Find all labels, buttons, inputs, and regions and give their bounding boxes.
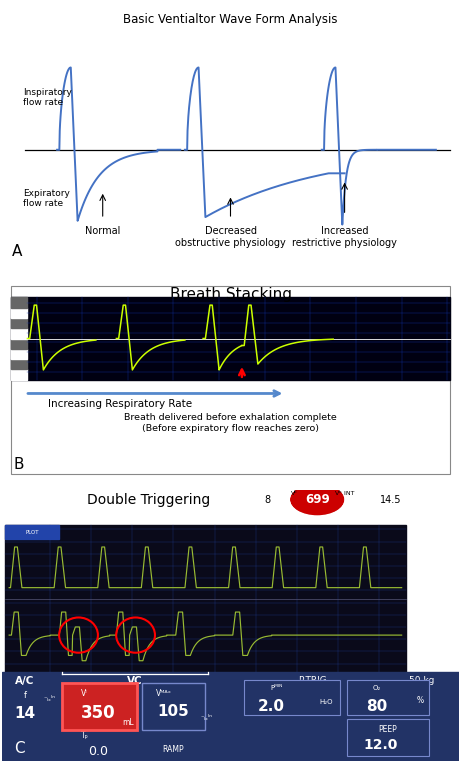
Text: Breath Stacking: Breath Stacking <box>170 288 291 302</box>
Text: 699: 699 <box>305 493 330 506</box>
Bar <box>12 359 27 369</box>
Text: 350: 350 <box>81 705 115 722</box>
Bar <box>12 285 449 474</box>
Text: Vᴹᴬˣ: Vᴹᴬˣ <box>156 689 172 698</box>
Text: Basic Ventialtor Wave Form Analysis: Basic Ventialtor Wave Form Analysis <box>123 13 338 26</box>
Text: VC: VC <box>127 675 142 685</box>
Text: B: B <box>14 457 24 472</box>
Bar <box>2 672 459 761</box>
Bar <box>347 680 429 715</box>
Text: ⁻ₗₓᴵⁿ: ⁻ₗₓᴵⁿ <box>43 696 55 702</box>
Text: 80: 80 <box>366 698 387 714</box>
Bar <box>244 680 340 715</box>
Bar <box>347 680 429 715</box>
Text: Tₚ: Tₚ <box>81 731 89 741</box>
Text: Increased
restrictive physiology: Increased restrictive physiology <box>292 226 397 248</box>
Text: RAMP: RAMP <box>163 745 184 754</box>
Text: Vᴵ: Vᴵ <box>81 689 88 698</box>
Text: 50 kg: 50 kg <box>409 675 435 685</box>
Text: PEEP: PEEP <box>378 724 397 734</box>
Bar <box>12 369 27 379</box>
Text: 14: 14 <box>15 705 35 721</box>
Text: 14.5: 14.5 <box>379 494 401 505</box>
Text: Inspiratory
flow rate: Inspiratory flow rate <box>23 88 72 107</box>
Text: Expiratory
flow rate: Expiratory flow rate <box>23 189 70 208</box>
Text: Increasing Respiratory Rate: Increasing Respiratory Rate <box>48 399 192 409</box>
Bar <box>142 682 206 730</box>
Text: Double Triggering: Double Triggering <box>87 493 210 506</box>
Bar <box>5 526 59 539</box>
Circle shape <box>291 483 344 516</box>
Text: Pᴹᴵᴺ: Pᴹᴵᴺ <box>270 685 282 692</box>
Bar <box>12 318 27 328</box>
Text: A/C: A/C <box>15 675 35 685</box>
Text: Normal: Normal <box>85 226 120 236</box>
Text: Breath delivered before exhalation complete
(Before expiratory flow reaches zero: Breath delivered before exhalation compl… <box>124 413 337 432</box>
Text: mL: mL <box>122 718 134 727</box>
Bar <box>347 719 429 756</box>
Text: %: % <box>416 696 424 705</box>
Text: Vᴵᴵ: Vᴵᴵ <box>291 491 298 496</box>
Bar <box>62 682 137 730</box>
Bar <box>12 349 27 359</box>
Bar <box>12 298 27 308</box>
Bar <box>12 338 27 349</box>
Bar <box>347 719 429 756</box>
Text: 8: 8 <box>264 494 270 505</box>
Text: Decreased
obstructive physiology: Decreased obstructive physiology <box>175 226 286 248</box>
Text: Vᵏ INT: Vᵏ INT <box>335 491 355 496</box>
Bar <box>5 526 406 672</box>
Text: f: f <box>24 691 27 700</box>
Text: ⁻ₗₓᴵⁿ: ⁻ₗₓᴵⁿ <box>201 715 213 721</box>
Text: 0.0: 0.0 <box>88 745 108 758</box>
Text: 105: 105 <box>158 705 189 719</box>
Text: O₂: O₂ <box>372 685 381 692</box>
Text: Pcmc
cmH2O: Pcmc cmH2O <box>0 562 2 570</box>
Text: H₂O: H₂O <box>319 698 333 705</box>
Bar <box>12 298 449 379</box>
Bar <box>142 682 206 730</box>
Bar <box>12 328 27 338</box>
Text: PLOT: PLOT <box>25 529 39 535</box>
Text: 12.0: 12.0 <box>364 738 398 752</box>
Text: 2.0: 2.0 <box>258 698 285 714</box>
Text: P-TRIG: P-TRIG <box>298 675 327 685</box>
Bar <box>12 308 27 318</box>
Bar <box>62 682 137 730</box>
Text: C: C <box>14 741 24 756</box>
Bar <box>2 490 459 526</box>
Bar <box>244 680 340 715</box>
Text: A: A <box>12 244 22 259</box>
